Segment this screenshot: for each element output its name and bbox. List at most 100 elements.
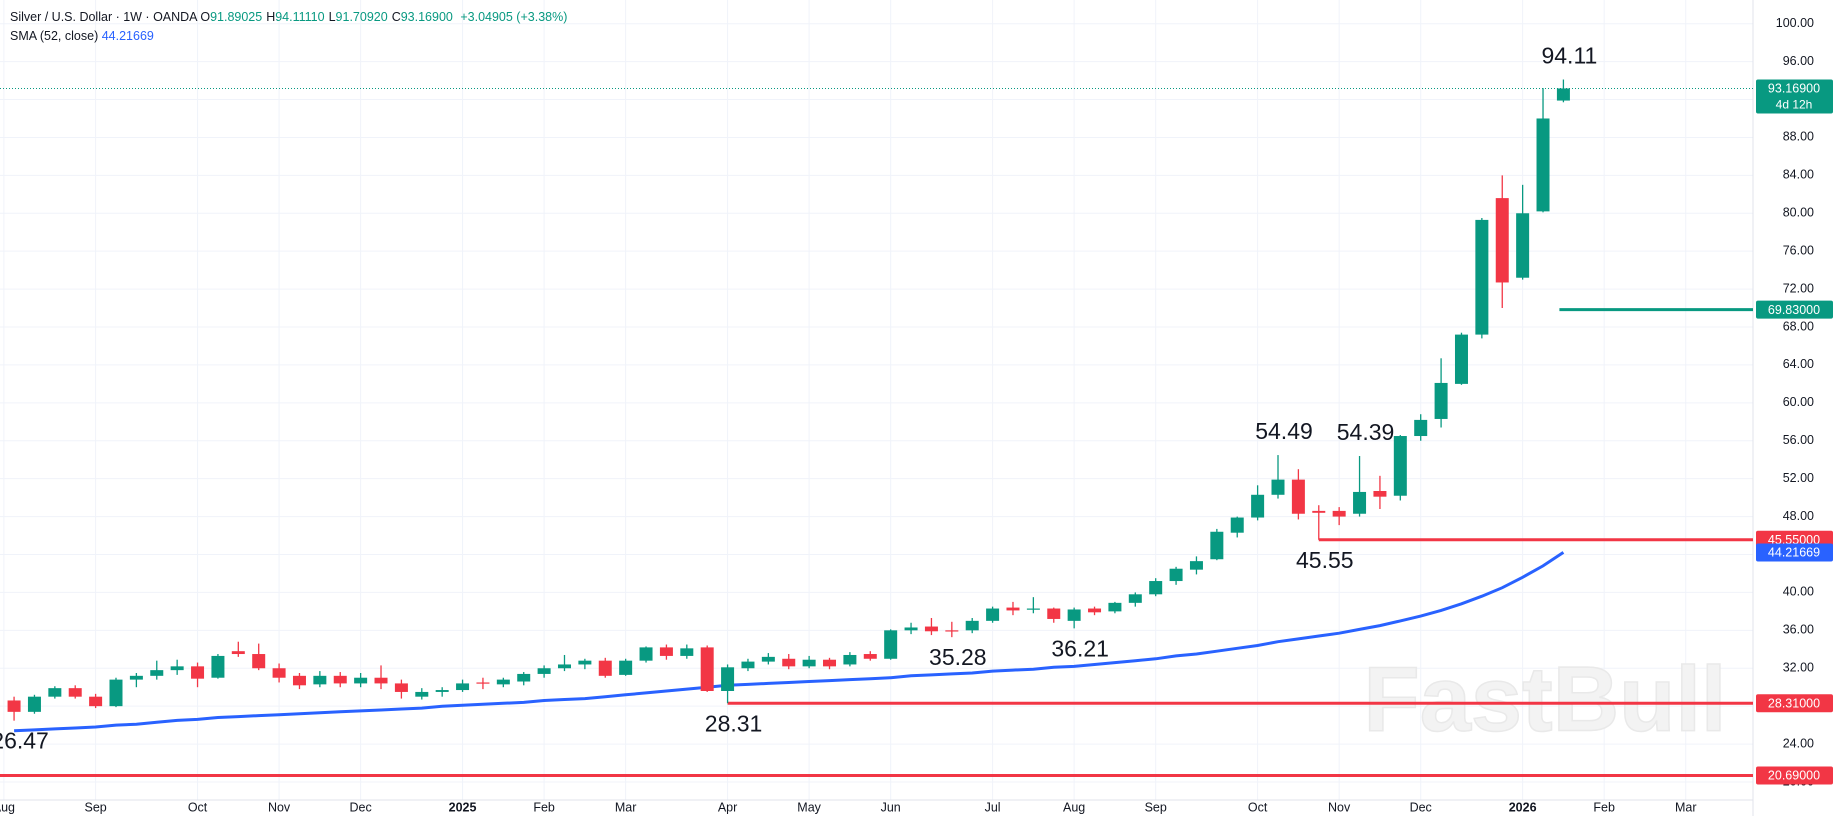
candle-body bbox=[537, 668, 551, 674]
candle-body bbox=[782, 658, 796, 667]
annotation: 45.55 bbox=[1296, 547, 1354, 573]
x-tick-label: Sep bbox=[1145, 800, 1167, 814]
candle-body bbox=[1312, 510, 1326, 513]
x-tick-label: Jun bbox=[881, 800, 901, 814]
x-tick-label: Nov bbox=[1328, 800, 1351, 814]
annotation: 94.11 bbox=[1541, 43, 1597, 69]
candle-body bbox=[272, 668, 286, 678]
candle-body bbox=[89, 696, 103, 707]
level-badge: 20.69000 bbox=[1768, 769, 1820, 783]
candle-body bbox=[823, 659, 837, 667]
candle-body bbox=[476, 682, 490, 684]
x-tick-label: Oct bbox=[1248, 800, 1268, 814]
x-tick-label: Feb bbox=[533, 800, 555, 814]
candle-body bbox=[354, 677, 368, 684]
candle-body bbox=[598, 660, 612, 676]
y-tick-label: 88.00 bbox=[1783, 130, 1814, 144]
ohlc-value: 93.16900 bbox=[400, 10, 453, 24]
candle-body bbox=[191, 666, 205, 679]
candle-body bbox=[456, 683, 470, 691]
ohlc: O91.89025 H94.11110 L91.70920 C93.16900 bbox=[200, 10, 457, 24]
watermark: FastBull bbox=[1364, 648, 1727, 750]
candle-body bbox=[1393, 436, 1407, 496]
candle-body bbox=[1454, 334, 1468, 384]
candle-body bbox=[965, 620, 979, 631]
candle-body bbox=[741, 661, 755, 669]
candle-body bbox=[27, 696, 41, 712]
annotation: 54.49 bbox=[1255, 418, 1313, 444]
level-badge-bg bbox=[1756, 694, 1833, 713]
candle-body bbox=[1434, 382, 1448, 419]
candle-body bbox=[1516, 213, 1530, 278]
y-tick-label: 68.00 bbox=[1783, 319, 1814, 333]
candle-body bbox=[211, 655, 225, 678]
candle-body bbox=[680, 648, 694, 656]
candle-body bbox=[1332, 510, 1346, 517]
x-tick-label: May bbox=[797, 800, 821, 814]
candle-body bbox=[415, 691, 429, 697]
y-tick-label: 60.00 bbox=[1783, 395, 1814, 409]
candle-body bbox=[1108, 602, 1122, 612]
indicator-row: SMA (52, close) 44.21669 bbox=[10, 27, 567, 46]
candle-body bbox=[68, 688, 82, 697]
x-tick-label: Mar bbox=[1675, 800, 1697, 814]
candle-body bbox=[435, 690, 449, 692]
x-tick-label: Feb bbox=[1593, 800, 1615, 814]
last-price-badge: 93.16900 bbox=[1768, 82, 1820, 96]
candle-body bbox=[129, 675, 143, 680]
y-tick-label: 100.00 bbox=[1776, 16, 1814, 30]
countdown: 4d 12h bbox=[1776, 98, 1813, 112]
candle-body bbox=[843, 654, 857, 665]
x-tick-label: Mar bbox=[615, 800, 637, 814]
candle-body bbox=[721, 667, 735, 691]
candle-body bbox=[394, 683, 408, 692]
ohlc-key: C bbox=[391, 10, 401, 24]
y-tick-label: 40.00 bbox=[1783, 585, 1814, 599]
candle-body bbox=[1353, 491, 1367, 514]
candle-body bbox=[109, 679, 123, 707]
annotation: 28.31 bbox=[705, 710, 763, 736]
candle-body bbox=[1373, 490, 1387, 497]
sma-line bbox=[14, 551, 1565, 733]
candle-body bbox=[292, 675, 306, 686]
symbol-row: Silver / U.S. Dollar · 1W · OANDA O91.89… bbox=[10, 8, 567, 27]
candle-body bbox=[1189, 561, 1203, 570]
candle-body bbox=[1230, 517, 1244, 533]
sma-badge: 44.21669 bbox=[1768, 546, 1820, 560]
candle-body bbox=[48, 688, 62, 697]
candle-body bbox=[1149, 581, 1163, 595]
candle-body bbox=[252, 654, 266, 669]
x-tick-label: Nov bbox=[268, 800, 291, 814]
sma-badge-bg bbox=[1756, 543, 1833, 562]
x-tick-label: Apr bbox=[718, 800, 737, 814]
candle-body bbox=[904, 627, 918, 631]
ohlc-key: O bbox=[200, 10, 211, 24]
candle-body bbox=[1536, 118, 1550, 212]
candle-body bbox=[557, 664, 571, 669]
candle-body bbox=[1414, 419, 1428, 437]
y-tick-label: 32.00 bbox=[1783, 661, 1814, 675]
candle-body bbox=[1495, 198, 1509, 283]
candle-body bbox=[1006, 607, 1020, 611]
level-badge-bg bbox=[1756, 300, 1833, 319]
x-tick-label: Oct bbox=[188, 800, 208, 814]
candle-body bbox=[7, 700, 21, 712]
y-tick-label: 64.00 bbox=[1783, 357, 1814, 371]
candle-body bbox=[517, 673, 531, 682]
candle-body bbox=[863, 654, 877, 659]
candle-body bbox=[333, 675, 347, 684]
candle-body bbox=[313, 675, 327, 685]
candle-body bbox=[924, 626, 938, 632]
legend: Silver / U.S. Dollar · 1W · OANDA O91.89… bbox=[10, 8, 567, 46]
y-tick-label: 24.00 bbox=[1783, 736, 1814, 750]
x-tick-label: Sep bbox=[84, 800, 106, 814]
candle-body bbox=[170, 666, 184, 671]
candle-body bbox=[1088, 608, 1102, 613]
ohlc-value: 94.11110 bbox=[275, 10, 325, 24]
y-tick-label: 56.00 bbox=[1783, 433, 1814, 447]
y-tick-label: 52.00 bbox=[1783, 471, 1814, 485]
candle-body bbox=[1271, 479, 1285, 495]
ohlc-key: L bbox=[328, 10, 336, 24]
ohlc-value: 91.89025 bbox=[210, 10, 263, 24]
